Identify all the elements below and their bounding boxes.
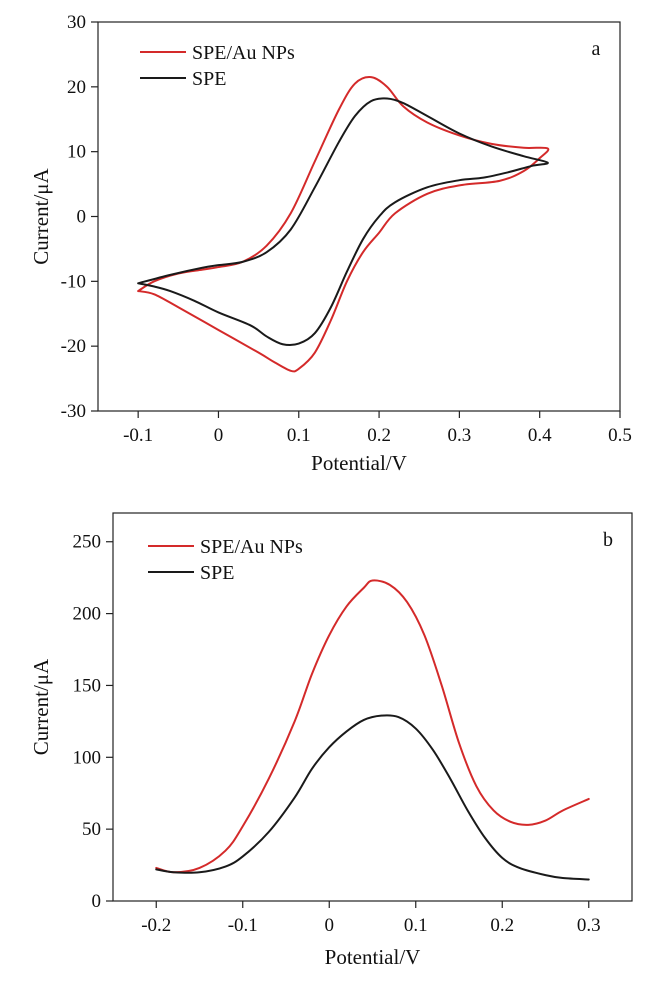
plot-frame bbox=[112, 512, 633, 902]
x-tick-label: 0.5 bbox=[608, 425, 632, 446]
y-tick-label: 0 bbox=[77, 207, 87, 228]
y-tick-label: 20 bbox=[67, 77, 86, 98]
x-tick-label: 0.3 bbox=[448, 425, 472, 446]
chart-panel-a: -0.1 0 0.1 0.2 0.3 0.4 0.5 -30 -20 -10 0 10 20 30 Pote… bbox=[29, 12, 632, 475]
x-tick-label: 0.1 bbox=[287, 425, 311, 446]
series-line-spe bbox=[155, 714, 590, 881]
y-tick-label: 10 bbox=[67, 142, 86, 163]
y-tick-label: 50 bbox=[82, 819, 101, 840]
x-tick-label: -0.2 bbox=[141, 915, 171, 936]
legend-label: SPE/Au NPs bbox=[192, 42, 295, 64]
x-tick-label: 0.3 bbox=[577, 915, 601, 936]
x-tick-label: 0.2 bbox=[367, 425, 391, 446]
x-axis-title: Potential/V bbox=[325, 945, 421, 969]
legend-label: SPE bbox=[200, 562, 234, 584]
x-tick-label: 0 bbox=[214, 425, 224, 446]
y-tick-label: -20 bbox=[61, 336, 86, 357]
series-line-spe-au-nps bbox=[155, 579, 590, 874]
y-tick-label: 30 bbox=[67, 12, 86, 33]
x-tick-label: 0.2 bbox=[490, 915, 514, 936]
legend-label: SPE bbox=[192, 68, 226, 90]
legend-label: SPE/Au NPs bbox=[200, 536, 303, 558]
y-axis-title: Current/μA bbox=[29, 658, 53, 755]
y-tick-label: 200 bbox=[73, 604, 102, 625]
x-tick-label: 0.4 bbox=[528, 425, 552, 446]
x-tick-label: 0.1 bbox=[404, 915, 428, 936]
y-tick-label: 250 bbox=[73, 532, 102, 553]
chart-panel-b: -0.2 -0.1 0 0.1 0.2 0.3 0 50 100 150 200 250 Potenti… bbox=[29, 512, 633, 969]
x-axis-title: Potential/V bbox=[311, 451, 407, 475]
y-axis-title: Current/μA bbox=[29, 167, 53, 264]
y-tick-label: 100 bbox=[73, 747, 102, 768]
y-tick-label: 0 bbox=[92, 891, 102, 912]
panel-label: a bbox=[592, 38, 601, 60]
x-tick-label: 0 bbox=[325, 915, 335, 936]
x-tick-label: -0.1 bbox=[228, 915, 258, 936]
series-line-spe bbox=[137, 97, 549, 347]
x-tick-label: -0.1 bbox=[123, 425, 153, 446]
y-tick-label: -10 bbox=[61, 271, 86, 292]
series-line-spe-au-nps bbox=[137, 76, 550, 373]
y-tick-label: 150 bbox=[73, 675, 102, 696]
y-tick-label: -30 bbox=[61, 401, 86, 422]
panel-label: b bbox=[603, 529, 613, 551]
